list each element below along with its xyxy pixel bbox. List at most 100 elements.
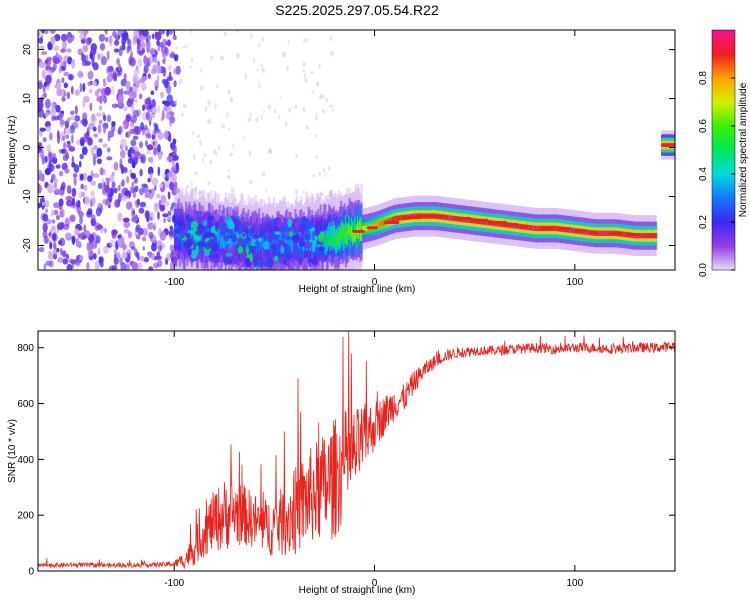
noise-speckle — [163, 130, 169, 140]
noise-speckle — [44, 208, 49, 214]
noise-speckle — [167, 135, 172, 142]
colorbar-tick-label: 0.6 — [698, 119, 709, 133]
noise-speckle — [53, 242, 57, 250]
noise-speckle — [173, 154, 179, 161]
noise-speckle — [146, 144, 154, 151]
noise-speckle — [71, 187, 77, 198]
signal-peak — [352, 229, 365, 233]
noise-speckle — [66, 117, 71, 122]
noise-speckle — [79, 82, 83, 93]
signal-cell — [311, 230, 314, 255]
colorbar-tick-label: 0.4 — [698, 167, 709, 181]
noise-speckle — [140, 41, 146, 50]
noise-speckle — [70, 85, 74, 95]
x-tick-label: 100 — [566, 578, 583, 589]
noise-speckle — [152, 64, 158, 74]
signal-cell — [603, 230, 606, 236]
signal-cell — [377, 222, 380, 228]
noise-speckle — [250, 33, 253, 40]
signal-cell — [269, 242, 272, 254]
signal-blob — [318, 246, 325, 251]
noise-speckle — [327, 166, 331, 171]
noise-speckle — [90, 180, 97, 186]
signal-cell — [394, 216, 397, 222]
signal-cell — [277, 241, 280, 253]
noise-speckle — [111, 181, 116, 189]
signal-peak — [487, 221, 508, 225]
noise-speckle — [147, 166, 154, 175]
signal-blob — [197, 216, 205, 221]
signal-cell — [223, 237, 226, 249]
noise-speckle — [149, 48, 156, 56]
noise-speckle — [46, 144, 52, 152]
x-tick-label: 0 — [372, 277, 378, 288]
noise-speckle — [215, 84, 220, 88]
noise-speckle — [51, 224, 54, 232]
noise-speckle — [161, 50, 166, 58]
noise-speckle — [96, 95, 104, 103]
noise-speckle — [288, 107, 291, 113]
noise-speckle — [138, 50, 144, 56]
noise-speckle — [117, 237, 124, 247]
signal-cell — [199, 230, 202, 242]
signal-cell — [450, 215, 453, 221]
signal-cell — [389, 217, 392, 224]
noise-speckle — [65, 195, 73, 201]
noise-speckle — [69, 214, 76, 223]
noise-speckle — [229, 96, 233, 103]
noise-speckle — [94, 89, 100, 97]
noise-speckle — [132, 125, 139, 135]
noise-speckle — [182, 104, 187, 109]
noise-speckle — [141, 183, 148, 188]
noise-speckle — [66, 199, 73, 207]
signal-cell — [262, 225, 265, 250]
noise-speckle — [60, 61, 64, 68]
noise-speckle — [96, 147, 103, 157]
noise-speckle — [140, 82, 147, 91]
noise-speckle — [91, 241, 97, 249]
noise-speckle — [243, 136, 246, 139]
noise-speckle — [108, 265, 116, 270]
signal-blob — [179, 231, 184, 240]
signal-cell — [324, 234, 327, 246]
noise-speckle — [236, 30, 239, 33]
noise-speckle — [247, 117, 252, 123]
noise-speckle — [248, 150, 252, 157]
signal-blob — [225, 252, 233, 257]
signal-blob — [204, 251, 210, 256]
signal-cell — [483, 219, 486, 225]
noise-speckle — [94, 261, 100, 270]
noise-speckle — [142, 246, 145, 251]
signal-cell — [362, 226, 366, 232]
noise-speckle — [138, 30, 144, 35]
noise-speckle — [50, 157, 56, 162]
signal-blob — [225, 244, 230, 254]
noise-speckle — [157, 104, 160, 114]
signal-blob — [212, 257, 220, 263]
signal-cell — [376, 222, 379, 228]
noise-speckle — [163, 217, 167, 224]
signal-cell — [272, 236, 275, 248]
noise-speckle — [316, 81, 320, 87]
noise-speckle — [90, 48, 97, 55]
noise-speckle — [45, 74, 52, 85]
signal-cell — [225, 232, 229, 257]
noise-speckle — [139, 201, 147, 208]
noise-speckle — [174, 70, 177, 76]
signal-blob — [301, 215, 307, 225]
noise-speckle — [53, 178, 59, 183]
noise-speckle — [84, 196, 90, 206]
noise-speckle — [41, 30, 45, 35]
noise-speckle — [194, 185, 197, 192]
noise-speckle — [303, 72, 306, 80]
noise-speckle — [304, 78, 308, 84]
signal-cell — [570, 227, 573, 233]
noise-speckle — [169, 261, 174, 270]
x-tick-label: 100 — [566, 277, 583, 288]
signal-blob — [282, 258, 287, 265]
signal-cell — [286, 236, 289, 261]
noise-speckle — [90, 196, 96, 207]
signal-cell — [516, 223, 519, 229]
noise-speckle — [127, 157, 134, 164]
noise-speckle — [154, 31, 162, 41]
